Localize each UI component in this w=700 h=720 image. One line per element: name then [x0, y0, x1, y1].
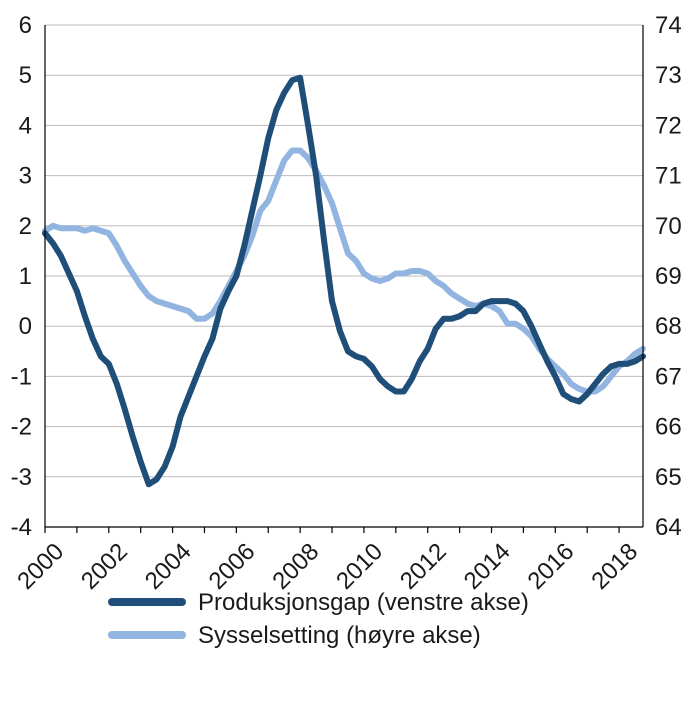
x-tick-label: 2002 — [76, 538, 133, 595]
series-line-sysselsetting — [42, 147, 646, 395]
right-tick-label: 67 — [655, 363, 682, 390]
x-tick-label: 2008 — [267, 538, 324, 595]
right-tick-label: 71 — [655, 163, 682, 190]
right-tick-label: 68 — [655, 313, 682, 340]
right-tick-label: 73 — [655, 62, 682, 89]
left-tick-label: 3 — [19, 163, 32, 190]
x-axis-ticks: 2000 2002 2004 2006 2008 2010 2012 2014 2016 2018 — [12, 538, 643, 595]
right-tick-label: 74 — [655, 12, 682, 39]
left-tick-label: 5 — [19, 62, 32, 89]
x-tick-label: 2006 — [204, 538, 261, 595]
right-tick-label: 64 — [655, 514, 682, 541]
left-tick-label: -3 — [11, 464, 32, 491]
x-tick-label: 2010 — [331, 538, 388, 595]
right-tick-label: 72 — [655, 112, 682, 139]
legend: Produksjonsgap (venstre akse) Sysselsetti… — [108, 589, 529, 649]
left-tick-label: -4 — [11, 514, 32, 541]
x-tick-label: 2014 — [459, 538, 516, 595]
x-tick-label: 2004 — [140, 538, 197, 595]
left-tick-label: 2 — [19, 213, 32, 240]
left-tick-label: 6 — [19, 12, 32, 39]
right-tick-label: 69 — [655, 263, 682, 290]
right-tick-label: 70 — [655, 213, 682, 240]
right-tick-label: 65 — [655, 464, 682, 491]
right-tick-label: 66 — [655, 414, 682, 441]
x-tick-label: 2018 — [586, 538, 643, 595]
series-lines — [42, 74, 646, 488]
x-tick-label: 2012 — [395, 538, 452, 595]
axes — [44, 25, 644, 533]
left-tick-label: 1 — [19, 263, 32, 290]
legend-label: Sysselsetting (høyre akse) — [198, 622, 481, 649]
legend-label: Produksjonsgap (venstre akse) — [198, 589, 529, 616]
left-tick-label: -2 — [11, 414, 32, 441]
series-line-produksjonsgap — [42, 74, 646, 488]
x-tick-label: 2016 — [523, 538, 580, 595]
left-tick-label: 4 — [19, 112, 32, 139]
left-axis-ticks: -4 -3 -2 -1 0 1 2 3 4 5 6 — [11, 12, 32, 541]
right-axis-ticks: 64 65 66 67 68 69 70 71 72 73 74 — [655, 12, 682, 541]
left-tick-label: 0 — [19, 313, 32, 340]
left-tick-label: -1 — [11, 363, 32, 390]
x-tick-label: 2000 — [12, 538, 69, 595]
